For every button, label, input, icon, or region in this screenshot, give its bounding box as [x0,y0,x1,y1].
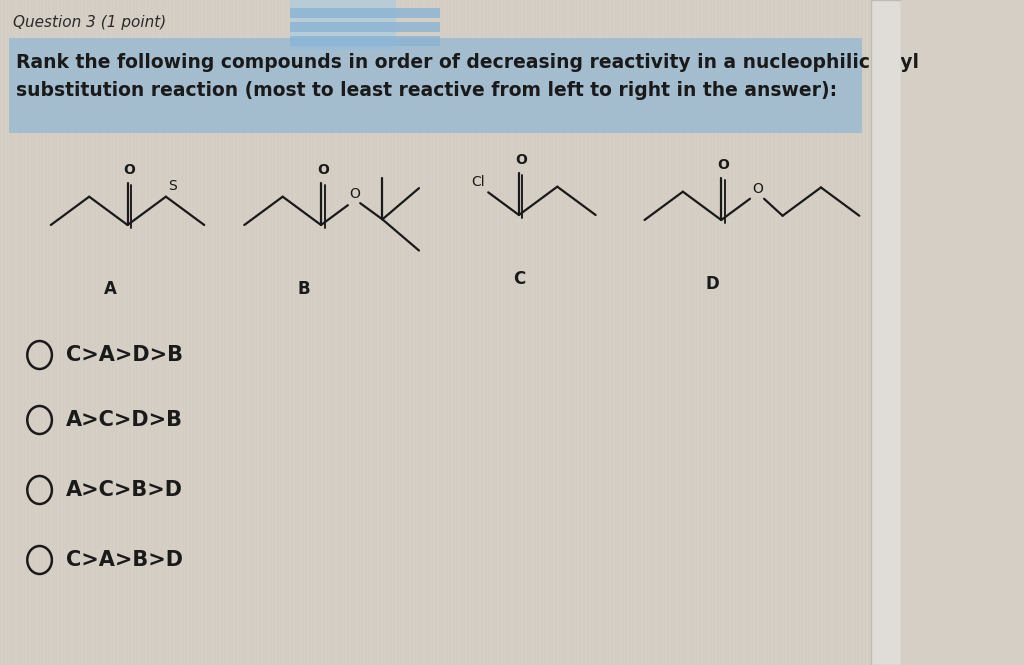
Bar [870,0,901,665]
Text: D: D [706,275,719,293]
Text: S: S [169,179,177,193]
Text: Cl: Cl [471,176,484,190]
Text: B: B [297,280,309,298]
Text: A: A [103,280,117,298]
Text: O: O [717,158,729,172]
Text: C>A>B>D: C>A>B>D [66,550,183,570]
Text: O: O [515,153,526,167]
Bar [290,36,439,46]
Text: C: C [513,270,525,288]
Text: C>A>D>B: C>A>D>B [66,345,183,365]
Text: O: O [753,182,764,196]
Text: A>C>D>B: A>C>D>B [66,410,183,430]
Text: A>C>B>D: A>C>B>D [66,480,183,500]
Text: substitution reaction (most to least reactive from left to right in the answer):: substitution reaction (most to least rea… [15,80,837,100]
Text: O: O [316,163,329,177]
Text: O: O [349,187,360,201]
Bar [343,0,396,50]
Bar [290,8,439,18]
Text: O: O [123,163,135,177]
Bar [290,22,439,32]
Bar [290,0,343,50]
Bar [316,0,370,50]
Text: Rank the following compounds in order of decreasing reactivity in a nucleophilic: Rank the following compounds in order of… [15,53,919,72]
Text: Question 3 (1 point): Question 3 (1 point) [13,15,167,29]
Bar [9,38,862,133]
